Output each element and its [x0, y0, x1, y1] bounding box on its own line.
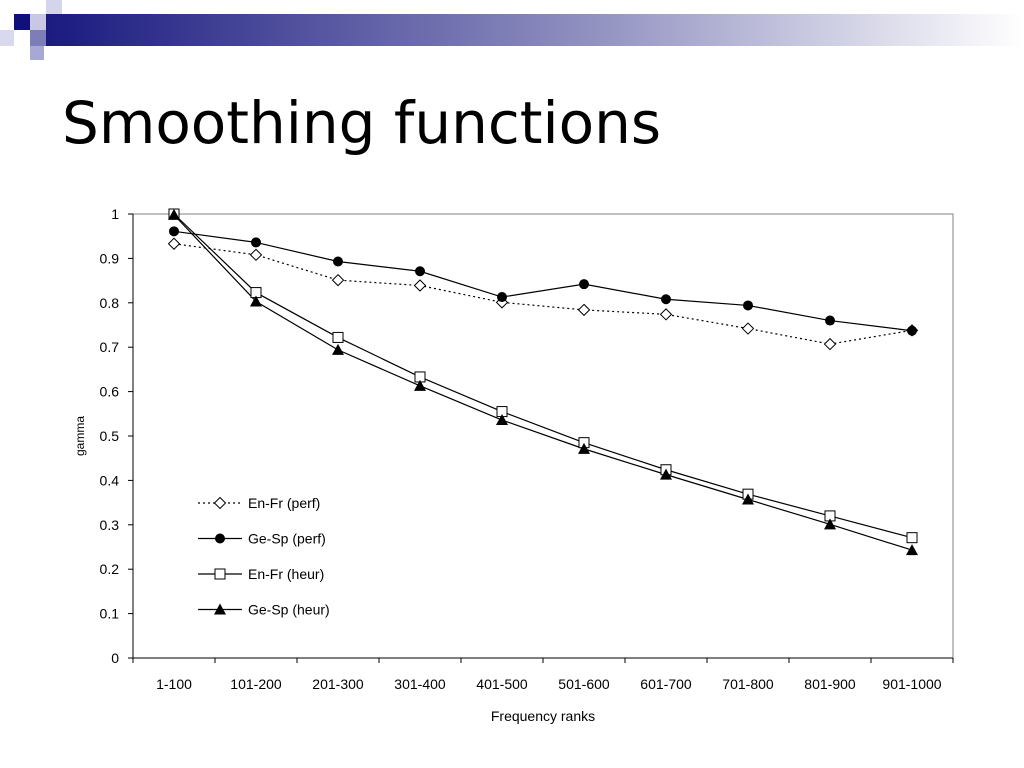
data-point-series-0	[659, 308, 673, 321]
y-tick-label: 0.4	[100, 472, 120, 488]
data-point-series-1	[169, 226, 179, 237]
data-point-series-3	[906, 544, 918, 556]
plot-area	[132, 213, 954, 659]
decor-gradient-bar	[46, 14, 1024, 46]
y-tick-label: 0.7	[100, 339, 120, 355]
data-point-series-0	[413, 279, 427, 292]
legend-marker	[215, 533, 225, 544]
x-tick-label: 201-300	[312, 676, 364, 692]
data-point-series-3	[332, 343, 344, 355]
data-point-series-2	[906, 532, 918, 544]
data-point-series-0	[741, 322, 755, 335]
decor-square-light	[30, 14, 46, 30]
data-point-series-3	[824, 518, 836, 530]
y-tick-label: 0.9	[100, 250, 120, 266]
y-tick-label: 0.8	[100, 295, 120, 311]
series-line-1	[173, 230, 913, 332]
data-point-series-2	[332, 331, 344, 343]
legend-label: Ge-Sp (heur)	[248, 602, 330, 618]
data-point-series-3	[660, 468, 672, 480]
data-point-series-1	[907, 325, 917, 336]
data-point-series-0	[249, 248, 263, 262]
data-point-series-3	[250, 295, 262, 307]
data-point-series-3	[168, 208, 180, 220]
title-bar-decoration	[0, 0, 1024, 60]
decor-square-edge	[0, 30, 14, 46]
x-axis-title: Frequency ranks	[491, 708, 595, 724]
data-point-series-1	[251, 237, 261, 248]
data-point-series-1	[579, 279, 589, 290]
series-line-3	[173, 214, 913, 551]
x-tick-label: 301-400	[394, 676, 446, 692]
y-tick-label: 0.2	[100, 561, 120, 577]
decor-square-top	[46, 0, 62, 14]
x-tick-label: 1-100	[156, 676, 192, 692]
y-tick-label: 1	[111, 206, 119, 222]
series-line-0	[173, 243, 913, 345]
data-point-series-1	[743, 300, 753, 311]
legend-label: En-Fr (perf)	[248, 495, 320, 511]
x-tick-label: 801-900	[804, 676, 856, 692]
data-point-series-3	[414, 379, 426, 391]
legend-label: Ge-Sp (perf)	[248, 531, 326, 547]
x-tick-label: 101-200	[230, 676, 282, 692]
data-point-series-3	[496, 414, 508, 426]
data-point-series-1	[497, 292, 507, 303]
decor-square-lower	[30, 46, 44, 60]
x-tick-label: 501-600	[558, 676, 610, 692]
y-axis-title: gamma	[73, 416, 87, 456]
decor-square-dark	[14, 14, 30, 30]
legend-marker	[214, 568, 226, 580]
data-point-series-0	[167, 237, 181, 250]
data-point-series-3	[578, 442, 590, 454]
y-tick-label: 0.1	[100, 606, 120, 622]
x-tick-label: 401-500	[476, 676, 528, 692]
data-point-series-1	[333, 256, 343, 267]
data-point-series-0	[823, 337, 837, 351]
y-tick-label: 0.3	[100, 517, 120, 533]
legend-label: En-Fr (heur)	[248, 566, 324, 582]
data-point-series-1	[415, 266, 425, 277]
y-tick-label: 0.6	[100, 384, 120, 400]
data-point-series-3	[742, 493, 754, 505]
legend-marker	[213, 496, 227, 510]
data-point-series-1	[661, 294, 671, 305]
legend-marker	[214, 603, 226, 615]
decor-square-mid	[30, 30, 46, 46]
x-tick-label: 701-800	[722, 676, 774, 692]
x-tick-label: 601-700	[640, 676, 692, 692]
y-tick-label: 0.5	[100, 428, 120, 444]
data-point-series-0	[331, 273, 345, 287]
data-point-series-1	[825, 315, 835, 326]
x-tick-label: 901-1000	[882, 676, 941, 692]
y-tick-label: 0	[111, 650, 119, 666]
data-point-series-0	[577, 303, 591, 317]
page-title: Smoothing functions	[62, 89, 662, 157]
series-line-2	[173, 213, 913, 539]
